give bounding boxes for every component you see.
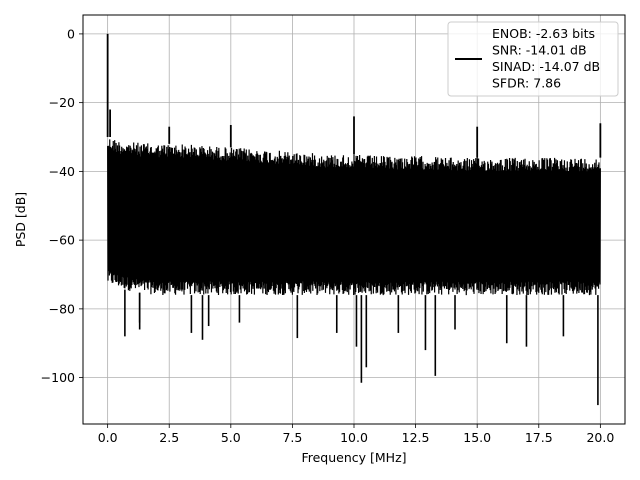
x-tick-label: 12.5	[402, 430, 430, 445]
psd-series	[106, 33, 602, 406]
x-tick-label: 10.0	[340, 430, 368, 445]
y-tick-label: −40	[49, 164, 75, 179]
x-axis-label: Frequency [MHz]	[301, 450, 406, 465]
y-tick-label: −20	[49, 95, 75, 110]
x-tick-label: 2.5	[159, 430, 179, 445]
legend-enob: ENOB: -2.63 bits	[492, 26, 595, 41]
legend-snr: SNR: -14.01 dB	[492, 43, 587, 58]
legend-sinad: SINAD: -14.07 dB	[492, 59, 600, 74]
x-tick-label: 15.0	[463, 430, 491, 445]
x-tick-label: 20.0	[586, 430, 614, 445]
y-axis-label: PSD [dB]	[13, 192, 28, 247]
legend: ENOB: -2.63 bits SNR: -14.01 dB SINAD: -…	[447, 21, 619, 97]
y-tick-label: −60	[49, 233, 75, 248]
psd-trace	[107, 139, 601, 296]
y-tick-label: −100	[41, 370, 75, 385]
x-tick-label: 0.0	[98, 430, 118, 445]
y-tick-label: −80	[49, 301, 75, 316]
x-tick-label: 7.5	[282, 430, 302, 445]
axis-ticks: 0.0 2.5 5.0 7.5 10.0 12.5 15.0 17.5 20.0 0 −20 −40 −…	[41, 26, 615, 445]
x-tick-label: 5.0	[221, 430, 241, 445]
legend-sfdr: SFDR: 7.86	[492, 76, 561, 91]
legend-box	[447, 21, 619, 97]
y-tick-label: 0	[67, 26, 75, 41]
x-tick-label: 17.5	[525, 430, 553, 445]
